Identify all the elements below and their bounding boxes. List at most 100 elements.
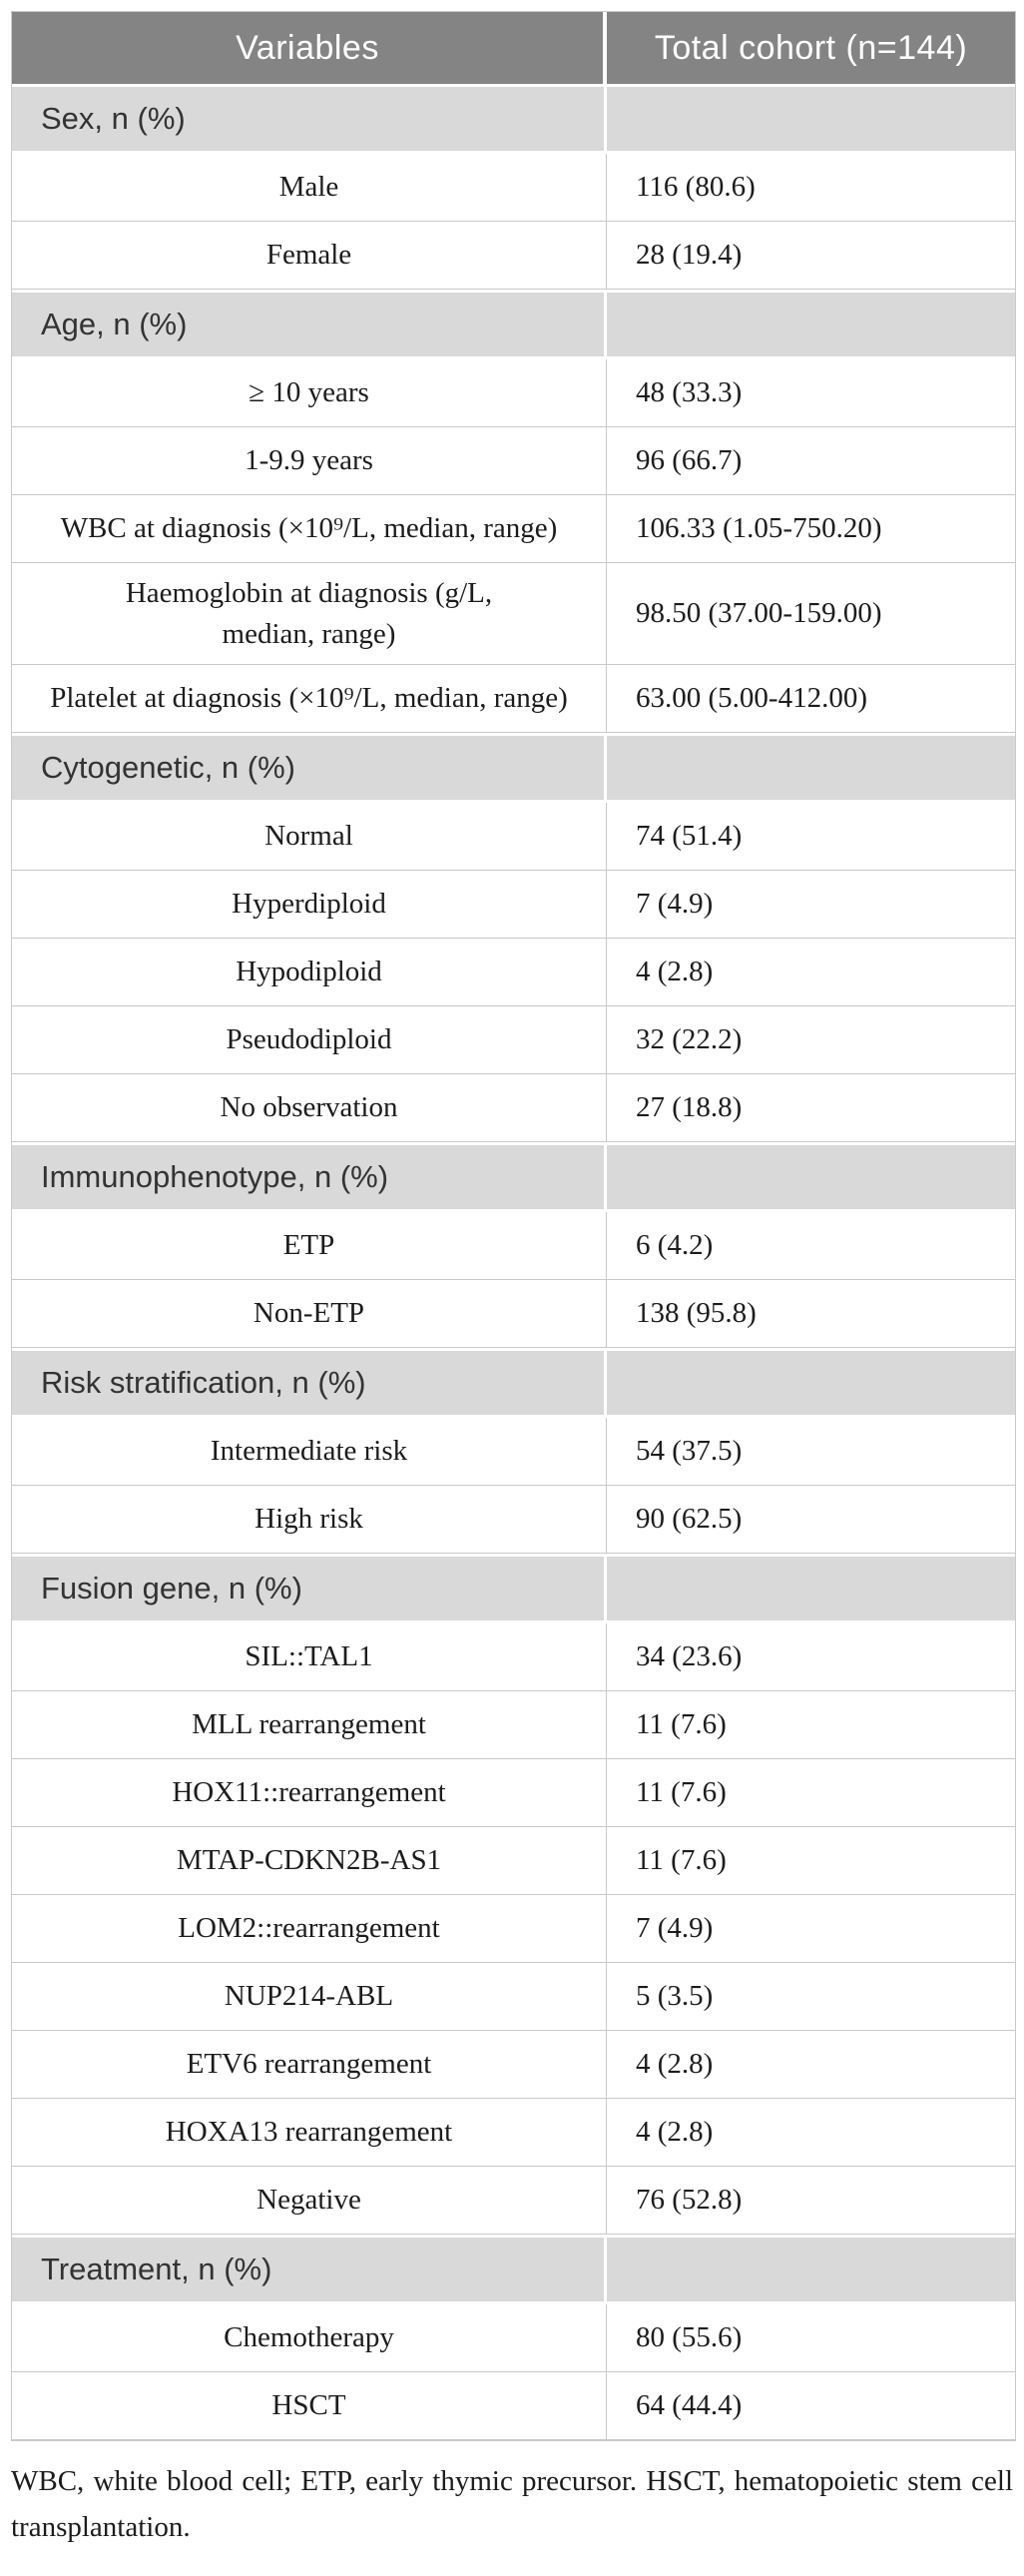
variable-cell: ≥ 10 years — [12, 359, 607, 427]
variable-cell: Haemoglobin at diagnosis (g/L, median, r… — [12, 563, 607, 666]
table-row: 1-9.9 years 96 (66.7) — [12, 427, 1015, 495]
table-row: High risk 90 (62.5) — [12, 1486, 1015, 1555]
table-row: ≥ 10 years 48 (33.3) — [12, 359, 1015, 427]
variable-cell: ETP — [12, 1212, 607, 1281]
variable-cell: Hyperdiploid — [12, 871, 607, 940]
section-label-cell: Fusion gene, n (%) — [12, 1554, 607, 1624]
value-cell: 98.50 (37.00-159.00) — [607, 563, 1015, 666]
section-row: Treatment, n (%) — [12, 2235, 1015, 2305]
variable-cell: MTAP-CDKN2B-AS1 — [12, 1827, 607, 1896]
value-cell: 48 (33.3) — [607, 359, 1015, 427]
section-label-cell: Sex, n (%) — [12, 84, 607, 154]
table-row: Non-ETP 138 (95.8) — [12, 1280, 1015, 1349]
table-row: Haemoglobin at diagnosis (g/L, median, r… — [12, 563, 1015, 666]
value-cell: 6 (4.2) — [607, 1212, 1015, 1281]
value-cell: 54 (37.5) — [607, 1418, 1015, 1487]
section-empty-cell — [607, 1142, 1015, 1213]
section-label-cell: Treatment, n (%) — [12, 2235, 607, 2305]
value-cell: 138 (95.8) — [607, 1280, 1015, 1349]
variable-cell: No observation — [12, 1074, 607, 1143]
table-body: Sex, n (%) Male 116 (80.6) Female 28 (19.4) A… — [12, 84, 1015, 2441]
table-row: LOM2::rearrangement 7 (4.9) — [12, 1895, 1015, 1964]
section-row: Immunophenotype, n (%) — [12, 1142, 1015, 1213]
header-row: Variables Total cohort (n=144) — [12, 12, 1015, 84]
value-cell: 32 (22.2) — [607, 1006, 1015, 1075]
variable-cell: Female — [12, 222, 607, 290]
section-empty-cell — [607, 1348, 1015, 1419]
value-cell: 106.33 (1.05-750.20) — [607, 495, 1015, 563]
variable-cell: 1-9.9 years — [12, 427, 607, 495]
table-row: ETP 6 (4.2) — [12, 1212, 1015, 1281]
variable-cell: HOX11::rearrangement — [12, 1759, 607, 1828]
value-cell: 11 (7.6) — [607, 1827, 1015, 1896]
value-cell: 11 (7.6) — [607, 1691, 1015, 1760]
variable-cell: MLL rearrangement — [12, 1691, 607, 1760]
value-cell: 74 (51.4) — [607, 803, 1015, 872]
table-row: Intermediate risk 54 (37.5) — [12, 1418, 1015, 1487]
table-row: HOX11::rearrangement 11 (7.6) — [12, 1759, 1015, 1828]
value-cell: 80 (55.6) — [607, 2304, 1015, 2373]
table-row: MTAP-CDKN2B-AS1 11 (7.6) — [12, 1827, 1015, 1896]
section-empty-cell — [607, 1554, 1015, 1624]
table-row: ETV6 rearrangement 4 (2.8) — [12, 2031, 1015, 2100]
section-label-cell: Immunophenotype, n (%) — [12, 1142, 607, 1213]
value-cell: 7 (4.9) — [607, 1895, 1015, 1964]
section-empty-cell — [607, 733, 1015, 804]
variable-cell: HSCT — [12, 2372, 607, 2441]
table-row: Pseudodiploid 32 (22.2) — [12, 1006, 1015, 1075]
variable-cell: High risk — [12, 1486, 607, 1555]
table-row: Hypodiploid 4 (2.8) — [12, 939, 1015, 1007]
table-row: NUP214-ABL 5 (3.5) — [12, 1963, 1015, 2032]
variable-cell: Hypodiploid — [12, 939, 607, 1007]
value-cell: 90 (62.5) — [607, 1486, 1015, 1555]
section-label-cell: Age, n (%) — [12, 290, 607, 359]
table-row: MLL rearrangement 11 (7.6) — [12, 1691, 1015, 1760]
section-label-cell: Cytogenetic, n (%) — [12, 733, 607, 804]
table-row: Male 116 (80.6) — [12, 154, 1015, 222]
variable-cell: LOM2::rearrangement — [12, 1895, 607, 1964]
column-header-variables: Variables — [12, 12, 607, 84]
value-cell: 63.00 (5.00-412.00) — [607, 665, 1015, 734]
value-cell: 4 (2.8) — [607, 939, 1015, 1007]
value-cell: 11 (7.6) — [607, 1759, 1015, 1828]
section-empty-cell — [607, 290, 1015, 359]
table-row: WBC at diagnosis (×10⁹/L, median, range)… — [12, 495, 1015, 563]
value-cell: 76 (52.8) — [607, 2167, 1015, 2236]
variable-cell: Normal — [12, 803, 607, 872]
table-row: HSCT 64 (44.4) — [12, 2372, 1015, 2441]
value-cell: 34 (23.6) — [607, 1623, 1015, 1692]
table-header: Variables Total cohort (n=144) — [12, 12, 1015, 84]
table-row: No observation 27 (18.8) — [12, 1074, 1015, 1143]
section-row: Risk stratification, n (%) — [12, 1348, 1015, 1419]
value-cell: 116 (80.6) — [607, 154, 1015, 222]
variable-cell: Male — [12, 154, 607, 222]
table-footnote: WBC, white blood cell; ETP, early thymic… — [11, 2465, 1013, 2543]
table-row: Hyperdiploid 7 (4.9) — [12, 871, 1015, 940]
variable-cell: Non-ETP — [12, 1280, 607, 1349]
variable-cell: Intermediate risk — [12, 1418, 607, 1487]
value-cell: 28 (19.4) — [607, 222, 1015, 290]
section-row: Sex, n (%) — [12, 84, 1015, 154]
table-row: Negative 76 (52.8) — [12, 2167, 1015, 2236]
section-label-cell: Risk stratification, n (%) — [12, 1348, 607, 1419]
value-cell: 64 (44.4) — [607, 2372, 1015, 2441]
variable-cell: NUP214-ABL — [12, 1963, 607, 2032]
table-row: Female 28 (19.4) — [12, 222, 1015, 290]
variable-cell: ETV6 rearrangement — [12, 2031, 607, 2100]
patient-characteristics-table: Variables Total cohort (n=144) Sex, n (%… — [11, 11, 1016, 2442]
value-cell: 96 (66.7) — [607, 427, 1015, 495]
column-header-total-cohort: Total cohort (n=144) — [607, 12, 1015, 84]
section-row: Cytogenetic, n (%) — [12, 733, 1015, 804]
variable-cell: WBC at diagnosis (×10⁹/L, median, range) — [12, 495, 607, 563]
variable-cell: Pseudodiploid — [12, 1006, 607, 1075]
table-row: SIL::TAL1 34 (23.6) — [12, 1623, 1015, 1692]
section-row: Fusion gene, n (%) — [12, 1554, 1015, 1624]
variable-cell: Chemotherapy — [12, 2304, 607, 2373]
variable-cell: SIL::TAL1 — [12, 1623, 607, 1692]
variable-cell: HOXA13 rearrangement — [12, 2099, 607, 2168]
variable-cell: Platelet at diagnosis (×10⁹/L, median, r… — [12, 665, 607, 734]
section-row: Age, n (%) — [12, 290, 1015, 359]
variable-cell: Negative — [12, 2167, 607, 2236]
section-empty-cell — [607, 2235, 1015, 2305]
